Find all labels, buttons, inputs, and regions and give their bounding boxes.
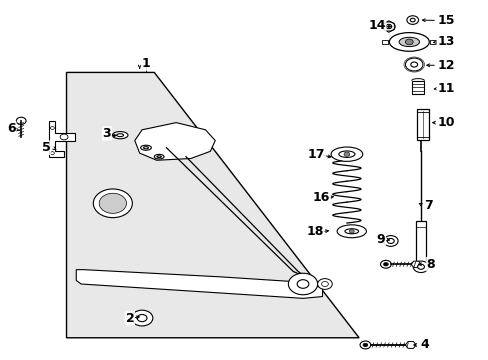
Polygon shape (429, 40, 435, 44)
Circle shape (104, 197, 122, 210)
Polygon shape (382, 40, 387, 44)
Text: 16: 16 (312, 192, 329, 204)
Circle shape (385, 24, 391, 29)
Text: 11: 11 (436, 82, 454, 95)
Polygon shape (76, 270, 322, 298)
Circle shape (412, 261, 428, 273)
Circle shape (410, 62, 417, 67)
Circle shape (321, 282, 328, 287)
Ellipse shape (117, 134, 123, 136)
Circle shape (382, 22, 394, 31)
Circle shape (405, 39, 412, 45)
Circle shape (297, 280, 308, 288)
Polygon shape (66, 72, 358, 338)
Circle shape (16, 117, 26, 125)
Ellipse shape (388, 33, 428, 51)
Circle shape (405, 58, 422, 71)
Text: 2: 2 (125, 311, 134, 325)
Circle shape (380, 260, 390, 268)
Polygon shape (49, 121, 75, 157)
Circle shape (343, 152, 349, 156)
Bar (411, 81, 424, 94)
Bar (415, 221, 426, 262)
Text: 7: 7 (424, 199, 432, 212)
Text: 3: 3 (102, 127, 111, 140)
Circle shape (60, 134, 68, 140)
Circle shape (406, 16, 418, 24)
Circle shape (317, 279, 331, 289)
Text: 12: 12 (436, 59, 454, 72)
Text: 13: 13 (436, 35, 454, 49)
Text: 4: 4 (420, 338, 428, 351)
Ellipse shape (154, 154, 163, 159)
Text: 14: 14 (367, 19, 385, 32)
Ellipse shape (336, 225, 366, 238)
Circle shape (348, 229, 353, 233)
Circle shape (417, 264, 424, 269)
Ellipse shape (157, 156, 161, 158)
Text: 9: 9 (376, 233, 385, 246)
Circle shape (288, 273, 317, 295)
Text: 15: 15 (436, 14, 454, 27)
Text: 5: 5 (41, 141, 50, 154)
Bar (416, 109, 428, 140)
Circle shape (359, 341, 370, 349)
Text: 17: 17 (307, 148, 325, 161)
Circle shape (409, 18, 414, 22)
Polygon shape (135, 123, 215, 160)
Circle shape (386, 238, 393, 243)
Ellipse shape (398, 37, 419, 46)
Ellipse shape (344, 229, 358, 234)
Text: 6: 6 (7, 122, 16, 135)
Text: 10: 10 (436, 116, 454, 129)
Ellipse shape (143, 147, 148, 149)
Circle shape (362, 343, 367, 347)
Text: 18: 18 (306, 225, 323, 238)
Polygon shape (410, 261, 420, 267)
Circle shape (50, 152, 54, 154)
Circle shape (137, 315, 147, 321)
Text: 1: 1 (142, 57, 150, 70)
Ellipse shape (330, 147, 362, 161)
Circle shape (383, 235, 397, 246)
Circle shape (50, 127, 54, 130)
Circle shape (93, 189, 132, 218)
Circle shape (131, 310, 153, 326)
Circle shape (99, 193, 126, 213)
Ellipse shape (112, 132, 128, 139)
Text: 8: 8 (426, 258, 434, 271)
Ellipse shape (338, 151, 354, 157)
Circle shape (383, 262, 387, 266)
Polygon shape (405, 342, 415, 348)
Ellipse shape (141, 145, 151, 150)
